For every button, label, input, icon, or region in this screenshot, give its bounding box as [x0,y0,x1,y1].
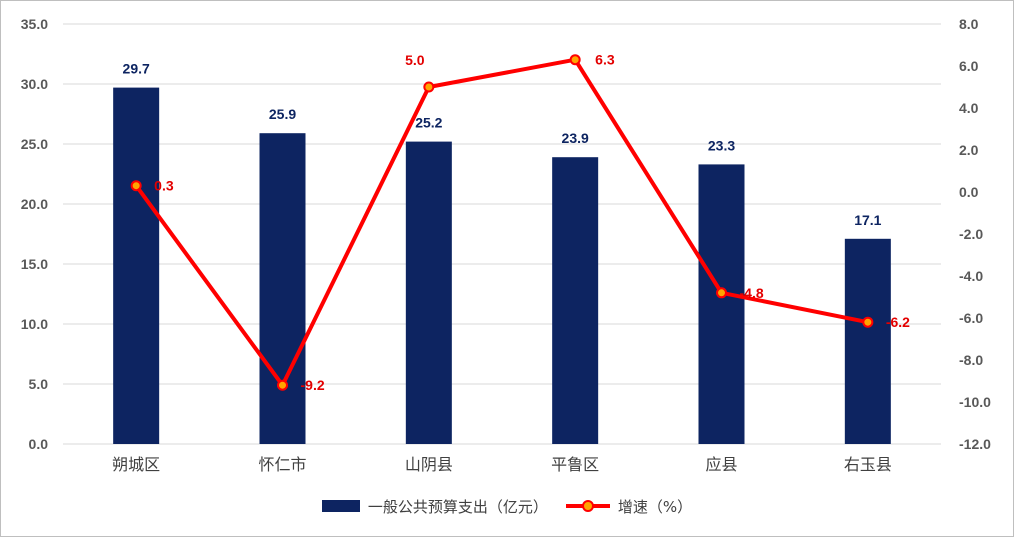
category-label: 右玉县 [844,455,892,474]
y-right-tick-label: -4.0 [959,268,983,284]
legend-item-bar: 一般公共预算支出（亿元） [321,496,548,517]
y-left-tick-label: 10.0 [21,316,48,332]
y-right-tick-label: 8.0 [959,16,979,32]
bar [552,157,599,444]
growth-value-label: 6.3 [595,52,615,68]
bar [405,141,452,444]
growth-value-label: -4.8 [740,285,764,301]
growth-point [862,316,874,328]
growth-point [130,180,142,192]
bar [844,238,891,444]
y-left-tick-label: 25.0 [21,136,48,152]
legend: 一般公共预算支出（亿元） 增速（%） [1,494,1013,518]
bar-value-label: 23.9 [562,130,589,146]
bar [698,164,745,444]
y-right-tick-label: -2.0 [959,226,983,242]
growth-value-label: 0.3 [154,178,174,194]
growth-value-label: 5.0 [405,52,425,68]
growth-value-label: -6.2 [886,314,910,330]
y-right-tick-label: -6.0 [959,310,983,326]
growth-point [277,379,288,391]
y-left-tick-label: 5.0 [29,376,49,392]
legend-bar-label: 一般公共预算支出（亿元） [367,497,548,516]
y-left-tick-label: 0.0 [29,436,49,452]
legend-line-swatch [565,499,610,513]
y-left-tick-label: 30.0 [21,76,48,92]
legend-bar-swatch [321,500,360,512]
bar [113,87,160,444]
growth-point [423,81,435,93]
category-label: 怀仁市 [258,455,306,474]
bar [259,133,306,444]
growth-point [716,287,727,299]
growth-value-label: -9.2 [301,377,325,393]
y-right-tick-label: 4.0 [959,100,979,116]
y-left-tick-label: 35.0 [21,16,48,32]
category-label: 应县 [705,455,737,474]
growth-point [569,54,581,66]
legend-item-line: 增速（%） [565,496,693,517]
bar-value-label: 17.1 [854,212,881,228]
category-label: 山阴县 [405,455,453,474]
y-right-tick-label: 2.0 [959,142,979,158]
bar-value-label: 29.7 [123,61,150,77]
growth-line [134,57,869,388]
y-right-tick-label: -8.0 [959,352,983,368]
y-left-tick-label: 20.0 [21,196,48,212]
y-right-tick-label: 6.0 [959,58,979,74]
category-label: 平鲁区 [551,455,599,474]
bar-value-label: 25.2 [415,115,442,131]
y-left-tick-label: 15.0 [21,256,48,272]
category-label: 朔城区 [112,455,160,474]
y-right-tick-label: -10.0 [959,394,991,410]
combo-chart: 0.0 5.0 10.0 15.0 20.0 25.0 30.0 35.0 -12.0 -10.0… [21,16,991,474]
bar-value-label: 25.9 [269,106,296,122]
bar-value-label: 23.3 [708,137,735,153]
y-right-tick-label: -12.0 [959,436,991,452]
legend-line-label: 增速（%） [617,497,693,516]
y-right-tick-label: 0.0 [959,184,979,200]
